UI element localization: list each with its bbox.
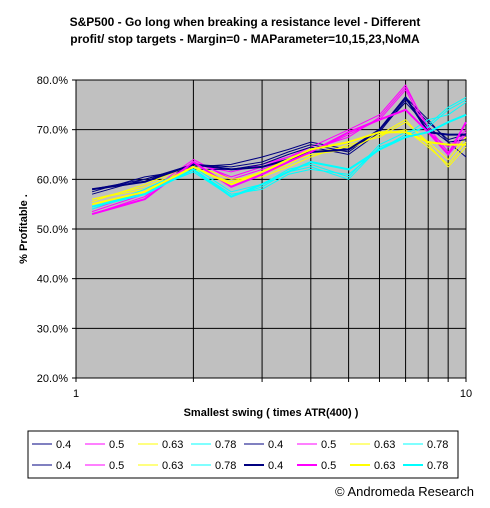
y-tick-label: 80.0% [37, 75, 68, 87]
legend-label: 0.63 [162, 439, 183, 451]
x-tick-label: 1 [73, 388, 79, 400]
series-line-4 [91, 96, 467, 208]
legend-label: 0.63 [162, 460, 183, 472]
legend-label: 0.78 [215, 460, 236, 472]
y-tick-label: 30.0% [37, 323, 68, 335]
legend-label: 0.5 [109, 460, 124, 472]
legend-label: 0.63 [374, 439, 395, 451]
y-tick-label: 20.0% [37, 373, 68, 385]
x-tick-label: 10 [460, 388, 472, 400]
series-line-16 [91, 113, 467, 208]
y-tick-label: 40.0% [37, 274, 68, 286]
legend-label: 0.78 [427, 460, 448, 472]
y-axis-label: % Profitable . [18, 194, 30, 264]
legend-label: 0.5 [109, 439, 124, 451]
legend-label: 0.4 [268, 460, 283, 472]
footer-credit: © Andromeda Research [335, 484, 474, 499]
y-tick-label: 70.0% [37, 125, 68, 137]
legend-label: 0.5 [321, 460, 336, 472]
legend-label: 0.4 [56, 460, 71, 472]
x-axis-label: Smallest swing ( times ATR(400) ) [184, 407, 359, 419]
legend-label: 0.63 [374, 460, 395, 472]
legend-box [27, 430, 459, 479]
series-line-15 [91, 131, 466, 206]
legend-label: 0.5 [321, 439, 336, 451]
legend-label: 0.4 [56, 439, 71, 451]
y-tick-label: 60.0% [37, 174, 68, 186]
legend-label: 0.4 [268, 439, 283, 451]
y-tick-label: 50.0% [37, 224, 68, 236]
legend-label: 0.78 [427, 439, 448, 451]
chart-title: S&P500 - Go long when breaking a resista… [69, 15, 421, 46]
legend-label: 0.78 [215, 439, 236, 451]
